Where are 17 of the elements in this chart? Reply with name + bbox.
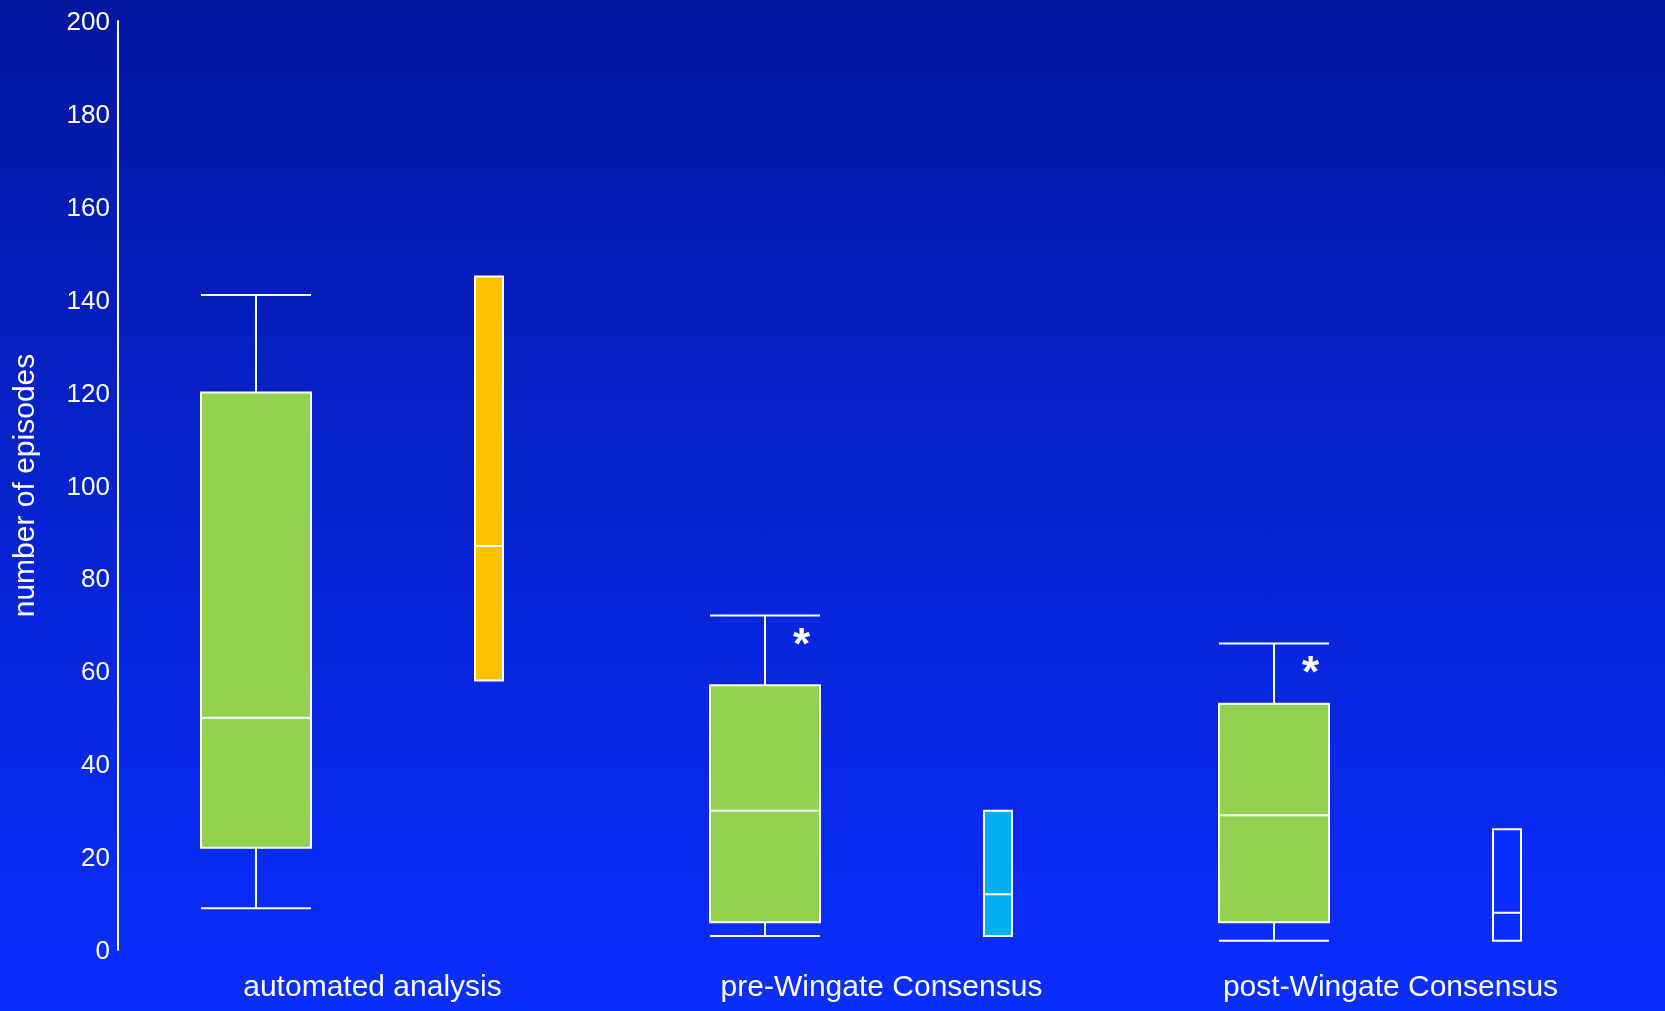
x-tick-label: pre-Wingate Consensus (720, 968, 1043, 1002)
y-tick-label: 180 (66, 98, 110, 129)
x-tick-label: automated analysis (243, 968, 502, 1002)
y-tick-label: 60 (81, 656, 110, 687)
y-tick-label: 200 (66, 6, 110, 36)
y-tick-label: 100 (66, 470, 110, 501)
y-tick-label: 160 (66, 191, 110, 222)
y-tick-label: 120 (66, 377, 110, 408)
y-tick-label: 0 (95, 935, 110, 965)
annotation: * (792, 619, 811, 669)
annotation: * (1301, 646, 1320, 696)
y-tick-label: 80 (81, 563, 110, 594)
y-tick-label: 140 (66, 284, 110, 315)
y-tick-label: 20 (81, 842, 110, 873)
y-axis-title: number of episodes (6, 353, 40, 618)
x-tick-label: post-Wingate Consensus (1222, 968, 1559, 1002)
y-tick-label: 40 (81, 749, 110, 780)
